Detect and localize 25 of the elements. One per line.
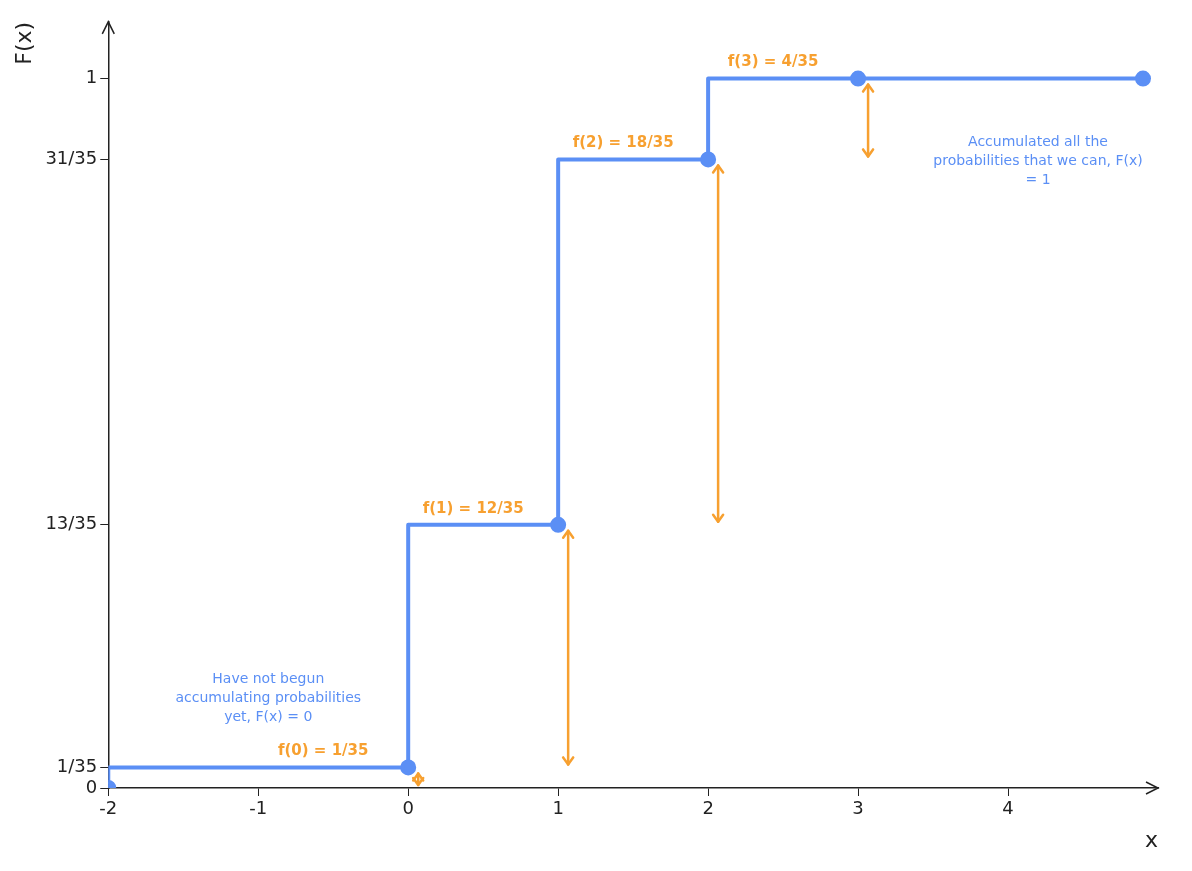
y-axis-title: F(x) xyxy=(10,21,36,65)
x-tick-label: 1 xyxy=(552,797,564,819)
y-tick-label: 13/35 xyxy=(45,512,98,534)
x-tick-label: 0 xyxy=(402,797,414,819)
x-tick-label: -1 xyxy=(249,797,268,819)
point xyxy=(400,759,417,776)
point xyxy=(850,70,867,87)
x-tick-label: -2 xyxy=(99,797,118,819)
x-axis-title: x xyxy=(1144,826,1158,852)
point xyxy=(1135,70,1151,87)
point xyxy=(700,151,717,168)
annotation: Accumulated all the probabilities that we can, F(x) = 1 xyxy=(933,133,1143,188)
annotation: f(0) = 1/35 xyxy=(277,741,369,760)
x-tick-label: 4 xyxy=(1002,797,1014,819)
y-tick-label: 31/35 xyxy=(45,147,98,169)
y-tick-label: 0 xyxy=(85,775,98,797)
x-tick-label: 2 xyxy=(702,797,714,819)
annotation: Have not begun accumulating probabilities yet, F(x) = 0 xyxy=(175,669,362,724)
annotation: f(1) = 12/35 xyxy=(422,498,524,517)
annotation: f(2) = 18/35 xyxy=(572,133,674,152)
point xyxy=(550,516,567,533)
y-tick-label: 1/35 xyxy=(56,755,98,777)
x-tick-label: 3 xyxy=(852,797,864,819)
y-tick-label: 1 xyxy=(85,66,98,88)
annotation: f(3) = 4/35 xyxy=(727,52,819,71)
